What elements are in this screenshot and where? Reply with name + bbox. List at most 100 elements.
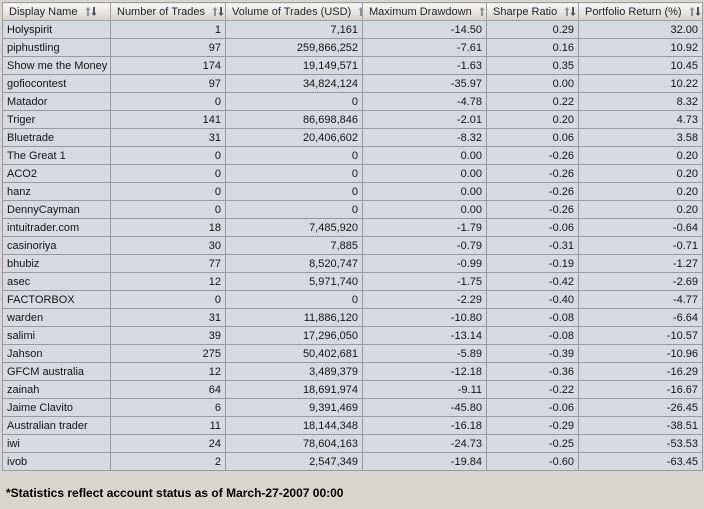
value-cell: 6 bbox=[110, 398, 226, 417]
display-name-cell: piphustling bbox=[2, 38, 111, 57]
value-cell: 0 bbox=[225, 182, 363, 201]
value-cell: -63.45 bbox=[578, 452, 703, 471]
value-cell: -6.64 bbox=[578, 308, 703, 327]
value-cell: -2.69 bbox=[578, 272, 703, 291]
value-cell: 39 bbox=[110, 326, 226, 345]
value-cell: -35.97 bbox=[362, 74, 487, 93]
display-name-cell: Show me the Money bbox=[2, 56, 111, 75]
value-cell: -10.80 bbox=[362, 308, 487, 327]
table-row: hanz 0 0 0.00 -0.26 0.20 bbox=[2, 182, 703, 201]
display-name-cell: ivob bbox=[2, 452, 111, 471]
value-cell: 0 bbox=[110, 92, 226, 111]
value-cell: 12 bbox=[110, 362, 226, 381]
value-cell: -1.75 bbox=[362, 272, 487, 291]
table-row: ACO2 0 0 0.00 -0.26 0.20 bbox=[2, 164, 703, 183]
value-cell: 0.06 bbox=[486, 128, 579, 147]
column-header-label: Display Name bbox=[9, 5, 81, 18]
value-cell: 0 bbox=[110, 290, 226, 309]
value-cell: -0.25 bbox=[486, 434, 579, 453]
value-cell: -10.96 bbox=[578, 344, 703, 363]
table-row: warden 31 11,886,120 -10.80 -0.08 -6.64 bbox=[2, 308, 703, 327]
display-name-cell: FACTORBOX bbox=[2, 290, 111, 309]
value-cell: -4.78 bbox=[362, 92, 487, 111]
table-row: Jahson 275 50,402,681 -5.89 -0.39 -10.96 bbox=[2, 344, 703, 363]
value-cell: -0.99 bbox=[362, 254, 487, 273]
value-cell: -0.40 bbox=[486, 290, 579, 309]
column-header[interactable]: Portfolio Return (%) bbox=[578, 2, 703, 21]
column-header-label: Portfolio Return (%) bbox=[585, 5, 685, 18]
value-cell: 10.92 bbox=[578, 38, 703, 57]
value-cell: -13.14 bbox=[362, 326, 487, 345]
value-cell: 7,485,920 bbox=[225, 218, 363, 237]
table-row: Jaime Clavito 6 9,391,469 -45.80 -0.06 -26.45 bbox=[2, 398, 703, 417]
statistics-footnote: *Statistics reflect account status as of… bbox=[6, 486, 344, 500]
sort-icon bbox=[689, 6, 701, 16]
display-name-cell: casinoriya bbox=[2, 236, 111, 255]
column-header[interactable]: Volume of Trades (USD) bbox=[225, 2, 363, 21]
sort-icon bbox=[564, 6, 576, 16]
value-cell: -1.27 bbox=[578, 254, 703, 273]
value-cell: -26.45 bbox=[578, 398, 703, 417]
value-cell: -0.22 bbox=[486, 380, 579, 399]
value-cell: -8.32 bbox=[362, 128, 487, 147]
value-cell: 0.22 bbox=[486, 92, 579, 111]
table-body: Holyspirit 1 7,161 -14.50 0.29 32.00 piphustli… bbox=[2, 20, 703, 471]
value-cell: 0 bbox=[225, 146, 363, 165]
value-cell: 11 bbox=[110, 416, 226, 435]
display-name-cell: Triger bbox=[2, 110, 111, 129]
header-row: Display Name Number of Trades Volume of … bbox=[2, 2, 703, 21]
value-cell: 7,885 bbox=[225, 236, 363, 255]
value-cell: -0.26 bbox=[486, 146, 579, 165]
value-cell: 1 bbox=[110, 20, 226, 39]
value-cell: 0.20 bbox=[578, 146, 703, 165]
display-name-cell: ACO2 bbox=[2, 164, 111, 183]
value-cell: -0.26 bbox=[486, 182, 579, 201]
value-cell: 31 bbox=[110, 128, 226, 147]
value-cell: -5.89 bbox=[362, 344, 487, 363]
column-header-label: Sharpe Ratio bbox=[493, 5, 561, 18]
value-cell: -0.08 bbox=[486, 326, 579, 345]
display-name-cell: Jaime Clavito bbox=[2, 398, 111, 417]
value-cell: 0.29 bbox=[486, 20, 579, 39]
value-cell: -2.29 bbox=[362, 290, 487, 309]
value-cell: 31 bbox=[110, 308, 226, 327]
column-header[interactable]: Number of Trades bbox=[110, 2, 226, 21]
value-cell: 0.00 bbox=[362, 164, 487, 183]
table-row: ivob 2 2,547,349 -19.84 -0.60 -63.45 bbox=[2, 452, 703, 471]
value-cell: 24 bbox=[110, 434, 226, 453]
value-cell: -19.84 bbox=[362, 452, 487, 471]
display-name-cell: gofiocontest bbox=[2, 74, 111, 93]
table-row: FACTORBOX 0 0 -2.29 -0.40 -4.77 bbox=[2, 290, 703, 309]
value-cell: -0.79 bbox=[362, 236, 487, 255]
table-row: gofiocontest 97 34,824,124 -35.97 0.00 10.22 bbox=[2, 74, 703, 93]
value-cell: 0.20 bbox=[486, 110, 579, 129]
display-name-cell: warden bbox=[2, 308, 111, 327]
value-cell: 77 bbox=[110, 254, 226, 273]
value-cell: 0.00 bbox=[362, 200, 487, 219]
value-cell: 7,161 bbox=[225, 20, 363, 39]
value-cell: 8.32 bbox=[578, 92, 703, 111]
table-row: Show me the Money 174 19,149,571 -1.63 0.35 1… bbox=[2, 56, 703, 75]
value-cell: -16.18 bbox=[362, 416, 487, 435]
display-name-cell: Australian trader bbox=[2, 416, 111, 435]
column-header[interactable]: Maximum Drawdown bbox=[362, 2, 487, 21]
column-header[interactable]: Sharpe Ratio bbox=[486, 2, 579, 21]
sort-icon bbox=[479, 6, 486, 16]
value-cell: -24.73 bbox=[362, 434, 487, 453]
value-cell: 0.20 bbox=[578, 164, 703, 183]
value-cell: -0.06 bbox=[486, 218, 579, 237]
column-header[interactable]: Display Name bbox=[2, 2, 111, 21]
value-cell: -14.50 bbox=[362, 20, 487, 39]
sort-icon bbox=[85, 6, 97, 16]
table-row: GFCM australia 12 3,489,379 -12.18 -0.36 -16.… bbox=[2, 362, 703, 381]
value-cell: 0 bbox=[225, 164, 363, 183]
value-cell: -2.01 bbox=[362, 110, 487, 129]
value-cell: 0.20 bbox=[578, 200, 703, 219]
value-cell: 0.16 bbox=[486, 38, 579, 57]
display-name-cell: zainah bbox=[2, 380, 111, 399]
column-header-label: Volume of Trades (USD) bbox=[232, 5, 355, 18]
column-header-label: Maximum Drawdown bbox=[369, 5, 475, 18]
table-row: Matador 0 0 -4.78 0.22 8.32 bbox=[2, 92, 703, 111]
table-row: Triger 141 86,698,846 -2.01 0.20 4.73 bbox=[2, 110, 703, 129]
value-cell: 4.73 bbox=[578, 110, 703, 129]
